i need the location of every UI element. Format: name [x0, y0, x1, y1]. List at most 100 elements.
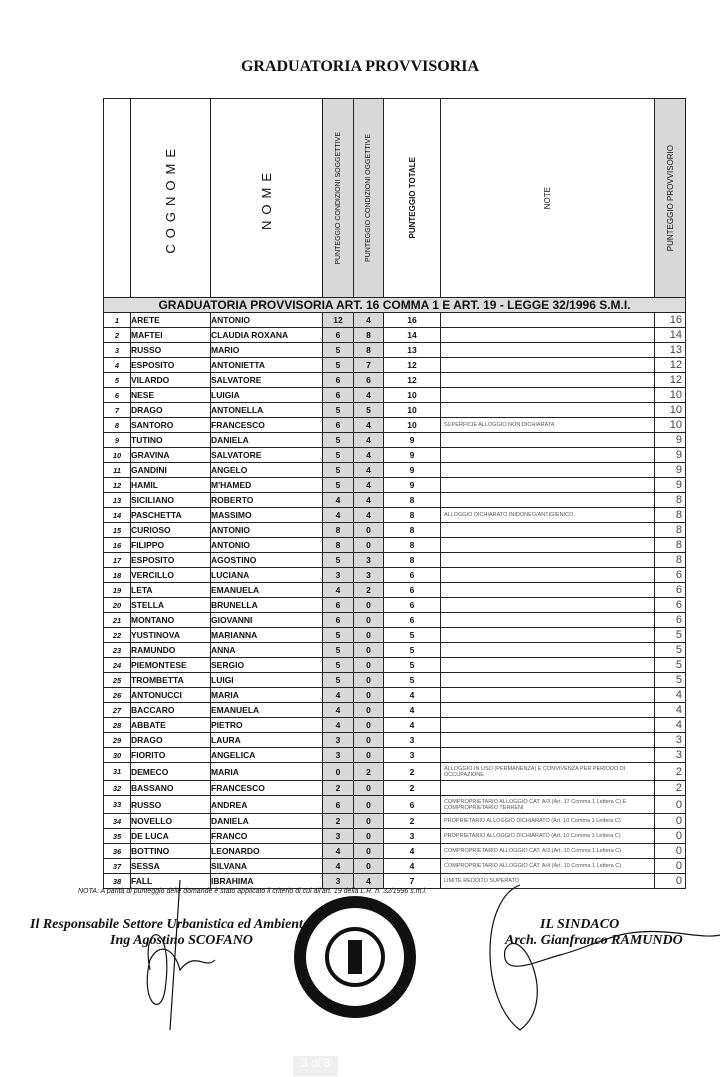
header-num [103, 98, 131, 298]
surname: TUTINO [130, 432, 211, 448]
first-name: LUIGIA [210, 387, 323, 403]
note [440, 672, 655, 688]
surname: GANDINI [130, 462, 211, 478]
table-row: 29 DRAGO LAURA 3 0 3 3 [103, 732, 686, 748]
subjective-score: 5 [322, 447, 354, 463]
row-number: 5 [103, 372, 131, 388]
objective-score: 0 [353, 828, 384, 844]
table-row: 36 BOTTINO LEONARDO 4 0 4 COMPROPRIETARIO ALLO… [103, 843, 686, 859]
left-signatory-name: Ing Agostino SCOFANO [110, 933, 253, 948]
objective-score: 4 [353, 507, 384, 523]
official-stamp [294, 896, 416, 1018]
row-number: 32 [103, 780, 131, 796]
row-number: 25 [103, 672, 131, 688]
surname: DEMECO [130, 762, 211, 781]
row-number: 1 [103, 312, 131, 328]
objective-score: 3 [353, 567, 384, 583]
total-score: 10 [383, 417, 441, 433]
surname: FALL [130, 873, 211, 889]
provisional-score: 10 [654, 387, 686, 403]
row-number: 9 [103, 432, 131, 448]
subjective-score: 6 [322, 612, 354, 628]
provisional-score: 6 [654, 597, 686, 613]
surname: ANTONUCCI [130, 687, 211, 703]
provisional-score: 9 [654, 447, 686, 463]
first-name: MARIA [210, 687, 323, 703]
note [440, 447, 655, 463]
first-name: MARIANNA [210, 627, 323, 643]
objective-score: 8 [353, 327, 384, 343]
note [440, 312, 655, 328]
provisional-score: 0 [654, 795, 686, 814]
subjective-score: 5 [322, 642, 354, 658]
provisional-score: 4 [654, 687, 686, 703]
surname: TROMBETTA [130, 672, 211, 688]
surname: DE LUCA [130, 828, 211, 844]
table-row: 18 VERCILLO LUCIANA 3 3 6 6 [103, 567, 686, 583]
total-score: 5 [383, 627, 441, 643]
surname: FIORITO [130, 747, 211, 763]
surname: MAFTEI [130, 327, 211, 343]
note: PROPRIETARIO ALLOGGIO DICHIARATO (Art. 1… [440, 813, 655, 829]
table-row: 35 DE LUCA FRANCO 3 0 3 PROPRIETARIO ALLOGGIO … [103, 828, 686, 844]
surname: ESPOSITO [130, 552, 211, 568]
provisional-score: 6 [654, 612, 686, 628]
note [440, 432, 655, 448]
objective-score: 4 [353, 492, 384, 508]
note [440, 582, 655, 598]
provisional-score: 9 [654, 462, 686, 478]
table-row: 2 MAFTEI CLAUDIA ROXANA 6 8 14 14 [103, 327, 686, 343]
provisional-score: 5 [654, 657, 686, 673]
first-name: DANIELA [210, 432, 323, 448]
provisional-score: 6 [654, 567, 686, 583]
first-name: ROBERTO [210, 492, 323, 508]
first-name: LUIGI [210, 672, 323, 688]
table-row: 26 ANTONUCCI MARIA 4 0 4 4 [103, 687, 686, 703]
objective-score: 8 [353, 342, 384, 358]
surname: SANTORO [130, 417, 211, 433]
total-score: 9 [383, 462, 441, 478]
first-name: SILVANA [210, 858, 323, 874]
provisional-score: 8 [654, 507, 686, 523]
first-name: ANTONELLA [210, 402, 323, 418]
first-name: LEONARDO [210, 843, 323, 859]
row-number: 3 [103, 342, 131, 358]
first-name: EMANUELA [210, 702, 323, 718]
subjective-score: 5 [322, 402, 354, 418]
table-row: 5 VILARDO SALVATORE 6 6 12 12 [103, 372, 686, 388]
row-number: 17 [103, 552, 131, 568]
provisional-score: 5 [654, 627, 686, 643]
row-number: 6 [103, 387, 131, 403]
provisional-score: 8 [654, 537, 686, 553]
table-row: 8 SANTORO FRANCESCO 6 4 10 SUPERFICIE ALLOGGIO… [103, 417, 686, 433]
table-row: 20 STELLA BRUNELLA 6 0 6 6 [103, 597, 686, 613]
first-name: MARIO [210, 342, 323, 358]
row-number: 14 [103, 507, 131, 523]
row-number: 21 [103, 612, 131, 628]
row-number: 26 [103, 687, 131, 703]
provisional-score: 12 [654, 372, 686, 388]
provisional-score: 9 [654, 477, 686, 493]
surname: DRAGO [130, 402, 211, 418]
subjective-score: 3 [322, 828, 354, 844]
objective-score: 0 [353, 843, 384, 859]
subjective-score: 5 [322, 627, 354, 643]
note [440, 717, 655, 733]
row-number: 8 [103, 417, 131, 433]
objective-score: 0 [353, 717, 384, 733]
subjective-score: 4 [322, 507, 354, 523]
objective-score: 0 [353, 780, 384, 796]
first-name: ANTONIO [210, 537, 323, 553]
row-number: 18 [103, 567, 131, 583]
note: ALLOGGIO DICHIARATO INIDONEO/ANTIGIENICO [440, 507, 655, 523]
row-number: 16 [103, 537, 131, 553]
total-score: 12 [383, 357, 441, 373]
first-name: LUCIANA [210, 567, 323, 583]
row-number: 37 [103, 858, 131, 874]
subjective-score: 3 [322, 567, 354, 583]
row-number: 10 [103, 447, 131, 463]
surname: MONTANO [130, 612, 211, 628]
signatures-and-stamp [146, 880, 720, 1031]
first-name: SALVATORE [210, 447, 323, 463]
objective-score: 2 [353, 582, 384, 598]
